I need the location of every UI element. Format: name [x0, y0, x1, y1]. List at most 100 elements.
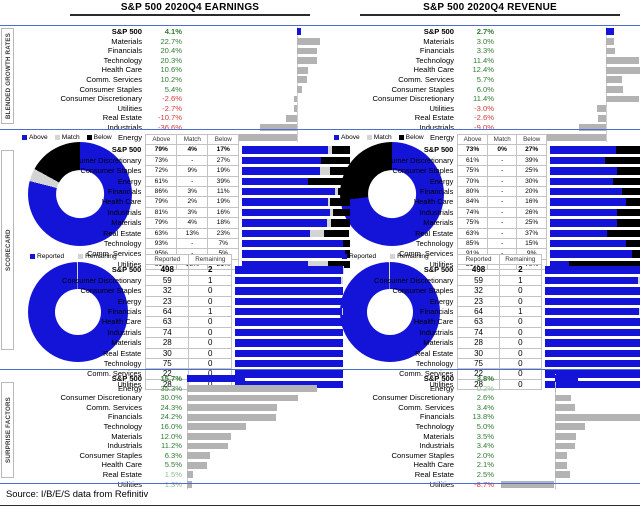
chart-row-value: 3.3% [476, 46, 494, 56]
cell-remaining: 0 [188, 326, 233, 339]
chart-row: Health Care 12.4% [330, 65, 640, 75]
segment-reported [544, 360, 640, 368]
chart-bar [187, 404, 277, 411]
chart-bar [554, 394, 571, 402]
stacked-bar [549, 198, 640, 206]
stacked-bar-cell [541, 369, 640, 379]
table-row: Materials 28 0 [372, 337, 640, 349]
table-header-spacer [60, 255, 146, 265]
segment-remaining [638, 308, 640, 316]
chart-bar-cell [187, 113, 327, 123]
chart-row-value: 10.2% [160, 74, 182, 84]
chart-bar-cell [499, 84, 640, 95]
table-row: Real Estate 30 0 [372, 347, 640, 360]
table-row: Health Care 79% 2% 19% [60, 196, 351, 208]
earnings-reported-table: Reported Remaining S&P 500 498 2 Consumer Dis… [60, 253, 344, 391]
chart-row-label: Real Estate [414, 469, 454, 479]
legend-swatch-below [398, 134, 404, 140]
chart-row-label: Real Estate [102, 469, 142, 479]
cell-reported: 74 [145, 326, 190, 339]
cell-below: 18% [207, 217, 240, 229]
chart-row: Energy 35.3% [18, 383, 320, 394]
chart-row-value: 20.4% [160, 46, 182, 56]
cell-below: 19% [207, 196, 240, 208]
stacked-bar-cell [546, 218, 640, 228]
table-row-label: Technology [415, 239, 454, 249]
divider-surprise-bottom [0, 483, 640, 484]
table-row: Technology 75 0 [60, 358, 344, 370]
chart-row: Comm. Services 10.2% [18, 74, 320, 85]
chart-bar-cell [499, 65, 640, 75]
stacked-bar-cell [546, 155, 640, 165]
table-header-row: Above Match Below [60, 133, 350, 146]
segment-below [612, 177, 640, 186]
reported-table: Reported Remaining S&P 500 498 2 Consumer Dis… [60, 253, 344, 391]
table-header-bar-spacer [232, 255, 344, 265]
revenue-growth-chart: S&P 500 2.7% Materials 3.0% Financials 3.3% Te… [330, 27, 640, 147]
segment-above [549, 250, 632, 258]
chart-row: Technology 5.0% [330, 421, 640, 432]
cell-below: 39% [207, 175, 240, 188]
chart-bar [554, 413, 640, 421]
table-row: Consumer Discretionary 59 1 [372, 274, 640, 287]
legend-swatch-reported [342, 253, 347, 259]
chart-row-value: 5.0% [476, 421, 494, 431]
segment-above [242, 219, 327, 227]
chart-row: S&P 500 4.1% [18, 27, 320, 37]
stacked-bar-cell [541, 275, 640, 285]
stacked-bar [544, 360, 640, 368]
reported-table: Reported Remaining S&P 500 498 2 Consumer Dis… [372, 253, 640, 391]
segment-below [631, 250, 640, 258]
table-row: Materials 75% -25% [372, 217, 640, 229]
stacked-bar [242, 167, 351, 175]
segment-reported [235, 328, 344, 337]
segment-above [549, 146, 616, 154]
segment-reported [544, 308, 639, 316]
stacked-bar-cell [546, 176, 640, 186]
cell-below: 16% [207, 206, 240, 219]
chart-bar-cell [187, 132, 327, 143]
cell-above: 80% [457, 186, 488, 198]
cell-below: 30% [516, 175, 547, 188]
cell-remaining: 0 [498, 358, 542, 370]
column-header-remaining: Remaining [188, 253, 233, 266]
chart-row-value: 13.8% [472, 412, 494, 422]
stacked-bar-cell [541, 307, 640, 317]
segment-reported [544, 287, 640, 295]
chart-row-label: Consumer Staples [391, 450, 454, 460]
chart-row-label: Utilities [117, 479, 142, 489]
cell-match: 3% [176, 186, 209, 198]
chart-row-label: Technology [415, 421, 454, 431]
cell-remaining: 0 [188, 337, 233, 349]
chart-bar [554, 404, 576, 411]
chart-row-value: -36.6% [157, 122, 182, 132]
cell-below: 19% [207, 165, 240, 177]
legend-label-below: Below [93, 134, 112, 141]
table-row-label: Materials [111, 218, 142, 228]
chart-row-value: 22.7% [160, 36, 182, 46]
revenue-reported-table: Reported Remaining S&P 500 498 2 Consumer Dis… [372, 253, 640, 391]
stacked-bar [544, 308, 640, 316]
segment-reported [235, 297, 344, 306]
chart-row-value: 11.4% [473, 94, 494, 104]
chart-row: Comm. Services 5.7% [330, 74, 640, 85]
chart-bar-cell [187, 383, 327, 394]
chart-row: Health Care 5.5% [18, 460, 320, 470]
stacked-bar-cell [541, 338, 640, 348]
cell-below: 7% [207, 238, 240, 250]
chart-bar [187, 442, 229, 450]
stacked-bar [235, 266, 344, 274]
segment-below [338, 188, 351, 196]
chart-bar-cell [499, 393, 640, 403]
chart-bar-cell [187, 84, 327, 95]
chart-bar [597, 114, 606, 122]
stacked-bar [544, 380, 640, 389]
cell-below: 25% [516, 165, 547, 177]
cell-remaining: 0 [498, 337, 542, 349]
segment-reported [544, 266, 640, 274]
legend-swatch-remaining [78, 253, 84, 259]
earnings-surprise-chart: S&P 500 15.7% Energy 35.3% Consumer Discreti… [18, 374, 320, 494]
stacked-bar [544, 370, 640, 378]
stacked-bar-cell [546, 145, 640, 155]
segment-above [242, 260, 309, 269]
